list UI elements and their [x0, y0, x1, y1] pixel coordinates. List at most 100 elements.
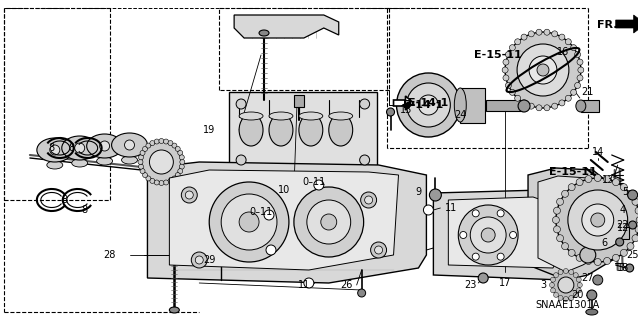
Text: 0–11: 0–11 — [302, 177, 326, 187]
Circle shape — [559, 34, 565, 40]
Circle shape — [180, 160, 185, 165]
Circle shape — [552, 31, 557, 37]
Circle shape — [537, 64, 549, 76]
Circle shape — [159, 138, 164, 144]
Circle shape — [628, 221, 637, 229]
Text: FR.: FR. — [598, 20, 618, 30]
Circle shape — [100, 141, 109, 151]
Circle shape — [550, 288, 556, 293]
Circle shape — [544, 105, 550, 111]
Text: 6: 6 — [602, 238, 608, 248]
Circle shape — [620, 184, 627, 191]
Circle shape — [236, 155, 246, 165]
Circle shape — [565, 95, 572, 101]
Circle shape — [509, 232, 516, 239]
Circle shape — [140, 169, 145, 174]
Circle shape — [503, 75, 509, 81]
Circle shape — [143, 173, 148, 178]
Circle shape — [179, 164, 184, 169]
Circle shape — [371, 242, 387, 258]
Ellipse shape — [239, 112, 263, 120]
Circle shape — [419, 95, 438, 115]
Circle shape — [146, 143, 151, 148]
Circle shape — [620, 249, 627, 256]
Text: 10: 10 — [278, 185, 290, 195]
Circle shape — [294, 187, 364, 257]
Ellipse shape — [47, 161, 63, 169]
Circle shape — [544, 29, 550, 35]
Circle shape — [587, 290, 596, 300]
Ellipse shape — [62, 136, 98, 160]
Text: SNAAE1301A: SNAAE1301A — [536, 300, 600, 310]
Ellipse shape — [97, 157, 113, 165]
Circle shape — [576, 179, 583, 186]
Circle shape — [515, 95, 520, 101]
Circle shape — [138, 164, 143, 169]
Circle shape — [138, 160, 143, 165]
Circle shape — [314, 180, 324, 190]
Text: 21: 21 — [582, 87, 594, 97]
Circle shape — [575, 82, 580, 88]
Circle shape — [472, 210, 479, 217]
Circle shape — [429, 189, 442, 201]
Bar — [581, 100, 599, 112]
Circle shape — [181, 187, 197, 203]
Text: 11: 11 — [298, 280, 310, 290]
Polygon shape — [538, 176, 610, 272]
Text: 0–11: 0–11 — [250, 207, 273, 217]
Circle shape — [536, 105, 542, 111]
Text: E-15-11: E-15-11 — [549, 167, 596, 177]
Text: 20: 20 — [572, 290, 584, 300]
Ellipse shape — [329, 112, 353, 120]
Circle shape — [561, 190, 568, 197]
Circle shape — [556, 178, 639, 262]
Circle shape — [635, 207, 640, 214]
Bar — [460, 88, 485, 123]
Text: 4: 4 — [620, 205, 626, 215]
Ellipse shape — [239, 114, 263, 146]
Text: 8: 8 — [61, 195, 68, 205]
Circle shape — [604, 175, 611, 182]
Ellipse shape — [299, 112, 323, 120]
Circle shape — [307, 200, 351, 244]
Circle shape — [239, 212, 259, 232]
Circle shape — [627, 243, 634, 250]
Circle shape — [497, 253, 504, 260]
Circle shape — [387, 108, 394, 116]
Circle shape — [612, 254, 620, 261]
Polygon shape — [528, 168, 618, 280]
Circle shape — [460, 232, 467, 239]
Text: 15: 15 — [400, 105, 413, 115]
Circle shape — [164, 139, 168, 144]
Circle shape — [554, 226, 561, 233]
Circle shape — [509, 45, 515, 51]
Text: 25: 25 — [627, 250, 639, 260]
Circle shape — [358, 289, 365, 297]
Ellipse shape — [72, 159, 88, 167]
Circle shape — [397, 73, 460, 137]
Polygon shape — [147, 162, 426, 283]
Circle shape — [304, 278, 314, 288]
Circle shape — [154, 139, 159, 144]
Ellipse shape — [269, 112, 293, 120]
Circle shape — [568, 190, 628, 250]
Circle shape — [146, 176, 151, 181]
Circle shape — [179, 155, 184, 160]
Circle shape — [529, 56, 557, 84]
Text: 5: 5 — [623, 187, 628, 197]
Circle shape — [424, 205, 433, 215]
Circle shape — [554, 293, 559, 297]
Circle shape — [571, 45, 577, 51]
Circle shape — [571, 89, 577, 95]
Circle shape — [168, 178, 173, 183]
Circle shape — [552, 103, 557, 109]
Circle shape — [577, 75, 583, 81]
Text: 23: 23 — [464, 280, 476, 290]
Bar — [612, 227, 628, 239]
Text: 8: 8 — [82, 205, 88, 215]
Ellipse shape — [586, 309, 598, 315]
Circle shape — [616, 238, 623, 246]
Polygon shape — [433, 190, 576, 280]
Circle shape — [140, 150, 145, 155]
Circle shape — [125, 140, 134, 150]
